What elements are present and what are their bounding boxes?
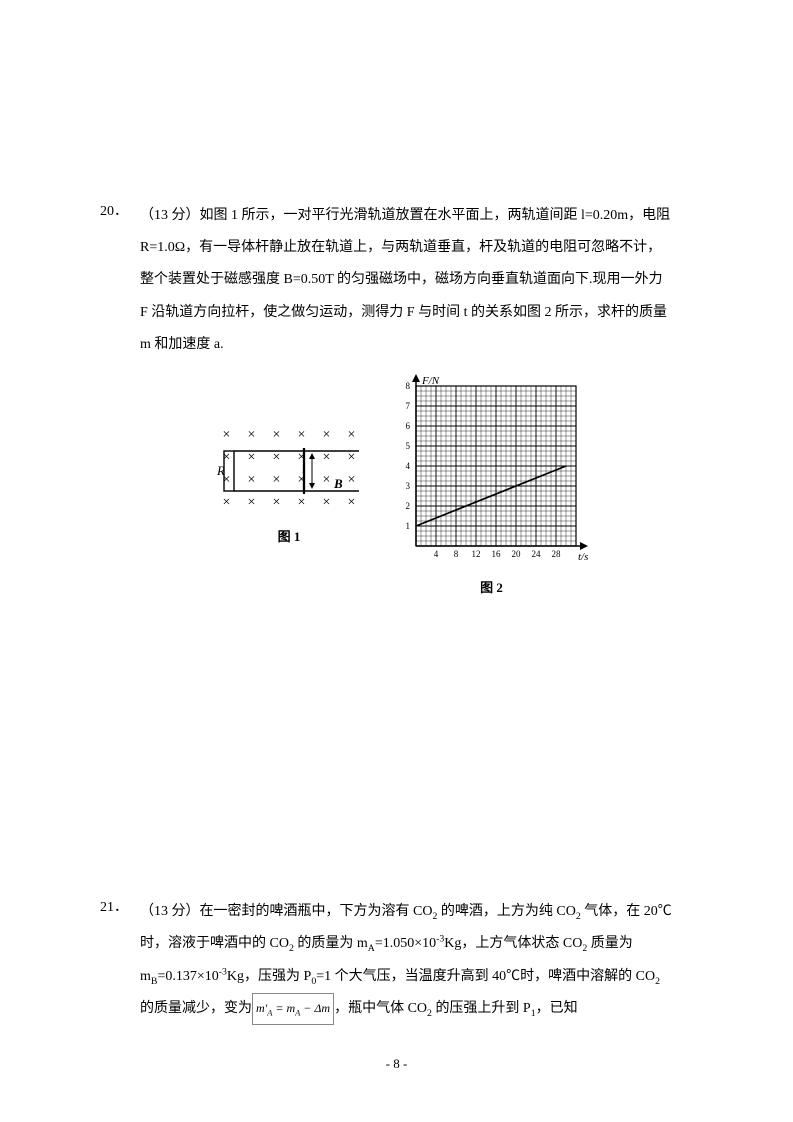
svg-text:×: ×	[323, 473, 331, 488]
svg-text:6: 6	[406, 421, 411, 431]
problem-21-line-0: （13 分）在一密封的啤酒瓶中，下方为溶有 CO2 的啤酒，上方为纯 CO2 气…	[140, 896, 703, 928]
svg-text:8: 8	[406, 381, 411, 391]
svg-text:8: 8	[454, 549, 459, 559]
figure-1-box: ××××××××××××××××××××××××RlB 图 1	[214, 421, 364, 545]
svg-text:×: ×	[323, 495, 331, 510]
svg-text:×: ×	[248, 450, 256, 465]
problem-21-line-3: 的质量减少，变为m'A = mA − Δm，瓶中气体 CO2 的压强上升到 P1…	[140, 993, 703, 1025]
svg-text:×: ×	[223, 428, 231, 443]
svg-text:2: 2	[406, 501, 411, 511]
problem-21-points: （13 分）	[140, 904, 200, 919]
svg-text:4: 4	[434, 549, 439, 559]
svg-text:B: B	[333, 476, 343, 491]
problem-20-header: 20． （13 分）如图 1 所示，一对平行光滑轨道放置在水平面上，两轨道间距 …	[100, 200, 703, 361]
svg-text:×: ×	[248, 428, 256, 443]
svg-text:R: R	[216, 463, 225, 478]
svg-text:×: ×	[273, 473, 281, 488]
svg-text:24: 24	[532, 549, 542, 559]
page-number: - 8 -	[0, 1056, 793, 1072]
problem-21-line-1: 时，溶液于啤酒中的 CO2 的质量为 mA=1.050×10-3Kg，上方气体状…	[140, 928, 703, 960]
svg-text:×: ×	[248, 495, 256, 510]
svg-text:3: 3	[406, 481, 411, 491]
svg-text:×: ×	[348, 450, 356, 465]
svg-text:4: 4	[406, 461, 411, 471]
svg-text:12: 12	[472, 549, 481, 559]
problem-20-line-4: m 和加速度 a.	[140, 329, 703, 361]
page-container: 20． （13 分）如图 1 所示，一对平行光滑轨道放置在水平面上，两轨道间距 …	[0, 0, 793, 1122]
problem-20-body: （13 分）如图 1 所示，一对平行光滑轨道放置在水平面上，两轨道间距 l=0.…	[140, 200, 703, 361]
svg-text:×: ×	[298, 495, 306, 510]
figure-1-svg: ××××××××××××××××××××××××RlB	[214, 421, 364, 516]
problem-20-text-0: 如图 1 所示，一对平行光滑轨道放置在水平面上，两轨道间距 l=0.20m，电阻	[200, 208, 671, 223]
problem-20-line-1: R=1.0Ω，有一导体杆静止放在轨道上，与两轨道垂直，杆及轨道的电阻可忽略不计，	[140, 232, 703, 264]
figure-row: ××××××××××××××××××××××××RlB 图 1 F/Nt/s12…	[100, 371, 703, 596]
problem-21: 21． （13 分）在一密封的啤酒瓶中，下方为溶有 CO2 的啤酒，上方为纯 C…	[100, 896, 703, 1025]
problem-20: 20． （13 分）如图 1 所示，一对平行光滑轨道放置在水平面上，两轨道间距 …	[100, 200, 703, 596]
svg-text:t/s: t/s	[578, 551, 588, 563]
svg-text:×: ×	[273, 450, 281, 465]
svg-text:×: ×	[323, 428, 331, 443]
svg-text:F/N: F/N	[421, 375, 440, 387]
svg-text:×: ×	[273, 428, 281, 443]
svg-text:7: 7	[406, 401, 411, 411]
problem-20-points: （13 分）	[140, 208, 200, 223]
problem-21-line-2: mB=0.137×10-3Kg，压强为 P0=1 个大气压，当温度升高到 40℃…	[140, 961, 703, 993]
svg-text:×: ×	[298, 428, 306, 443]
svg-text:×: ×	[273, 495, 281, 510]
svg-text:×: ×	[223, 495, 231, 510]
svg-text:1: 1	[406, 521, 411, 531]
svg-text:×: ×	[323, 450, 331, 465]
svg-text:5: 5	[406, 441, 411, 451]
svg-text:×: ×	[348, 473, 356, 488]
figure-2-svg: F/Nt/s12345678481216202428	[394, 371, 589, 576]
problem-21-body: （13 分）在一密封的啤酒瓶中，下方为溶有 CO2 的啤酒，上方为纯 CO2 气…	[140, 896, 703, 1025]
svg-text:20: 20	[512, 549, 522, 559]
svg-text:×: ×	[348, 495, 356, 510]
figure-2-caption: 图 2	[394, 577, 589, 596]
problem-20-number: 20．	[100, 200, 140, 220]
figure-1-caption: 图 1	[214, 526, 364, 545]
problem-20-line-2: 整个装置处于磁感强度 B=0.50T 的匀强磁场中，磁场方向垂直轨道面向下.现用…	[140, 264, 703, 296]
svg-text:×: ×	[248, 473, 256, 488]
problem-20-line-3: F 沿轨道方向拉杆，使之做匀运动，测得力 F 与时间 t 的关系如图 2 所示，…	[140, 297, 703, 329]
svg-text:×: ×	[348, 428, 356, 443]
figure-2-box: F/Nt/s12345678481216202428 图 2	[394, 371, 589, 596]
svg-text:16: 16	[492, 549, 502, 559]
svg-text:28: 28	[552, 549, 562, 559]
problem-20-line-0: （13 分）如图 1 所示，一对平行光滑轨道放置在水平面上，两轨道间距 l=0.…	[140, 200, 703, 232]
problem-21-text-0: 在一密封的啤酒瓶中，下方为溶有 CO2 的啤酒，上方为纯 CO2 气体，在 20…	[200, 904, 672, 919]
problem-21-header: 21． （13 分）在一密封的啤酒瓶中，下方为溶有 CO2 的啤酒，上方为纯 C…	[100, 896, 703, 1025]
problem-21-number: 21．	[100, 896, 140, 916]
